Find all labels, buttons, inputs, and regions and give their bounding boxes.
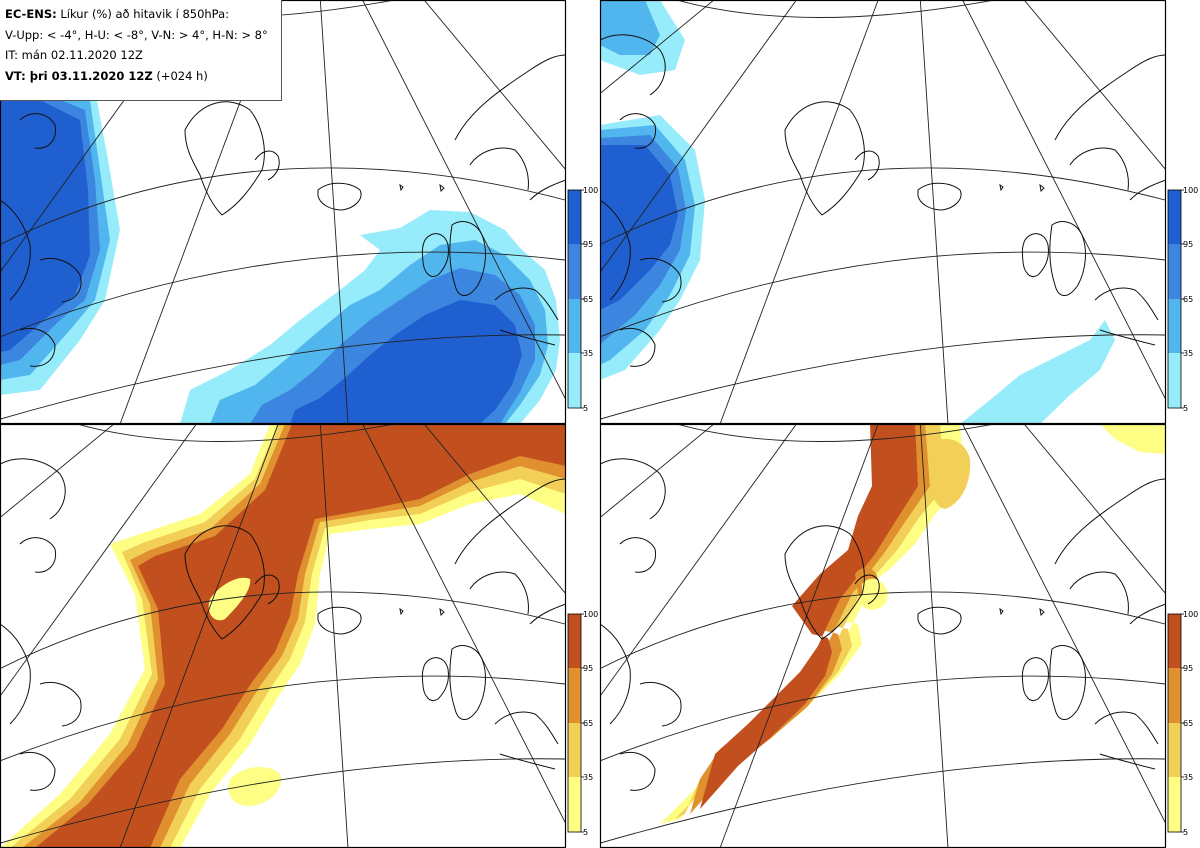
warm-area-core — [35, 424, 566, 848]
valid-time-label: VT: þri 03.11.2020 12Z — [5, 68, 153, 83]
colorbar-warm-right: 100 95 65 35 5 — [1167, 610, 1198, 837]
panel-h-n — [599, 423, 1167, 848]
colorbar-tick-label: 65 — [583, 719, 593, 728]
colorbar-tick-label: 95 — [1183, 664, 1193, 673]
colorbar-tick-label: 35 — [583, 773, 593, 782]
panel-v-n — [0, 423, 567, 848]
colorbar-segment — [568, 190, 581, 244]
colorbar-tick-label: 35 — [1183, 349, 1193, 358]
title-line-3: IT: mán 02.11.2020 12Z — [5, 48, 143, 62]
colorbar-tick-label: 100 — [583, 186, 598, 195]
title-legend-box: EC-ENS: Líkur (%) að hitavik í 850hPa: V… — [0, 0, 282, 101]
lead-time-text: (+024 h) — [152, 68, 208, 83]
colorbar-segment — [1168, 353, 1181, 408]
colorbar-tick-label: 65 — [1183, 719, 1193, 728]
colorbar-tick-label: 5 — [1183, 828, 1188, 837]
colorbar-tick-label: 5 — [583, 828, 588, 837]
colorbar-segment — [568, 668, 581, 723]
colorbar-segment — [568, 614, 581, 668]
cold-area-south-lightest — [960, 320, 1115, 424]
colorbar-warm: 100 95 65 35 5 — [567, 610, 598, 837]
colorbar-tick-label: 95 — [583, 664, 593, 673]
title-text: Líkur (%) að hitavik í 850hPa: — [56, 7, 230, 21]
colorbar-cold-right: 100 95 65 35 5 — [1167, 186, 1198, 413]
colorbar-segment — [1168, 190, 1181, 244]
colorbar-segment — [1168, 777, 1181, 832]
colorbar-segment — [568, 299, 581, 353]
panel-v-upp — [0, 0, 567, 425]
colorbar-tick-label: 95 — [583, 240, 593, 249]
colorbar-segment — [568, 777, 581, 832]
title-line-4: VT: þri 03.11.2020 12Z (+024 h) — [5, 66, 281, 87]
panel-h-u — [599, 0, 1167, 425]
colorbar-segment — [568, 244, 581, 299]
warm-area-core — [700, 424, 918, 809]
colorbar-tick-label: 100 — [1183, 610, 1198, 619]
warm-area-south-blob — [228, 767, 281, 806]
colorbar-tick-label: 35 — [1183, 773, 1193, 782]
cold-area-north-light — [600, 0, 660, 55]
colorbar-tick-label: 100 — [583, 610, 598, 619]
colorbar-tick-label: 95 — [1183, 240, 1193, 249]
colorbar-cold: 100 95 65 35 5 — [567, 186, 598, 413]
warm-area-ne — [1100, 424, 1166, 454]
colorbar-segment — [1168, 244, 1181, 299]
title-line-2: V-Upp: < -4°, H-U: < -8°, V-N: > 4°, H-N… — [5, 27, 268, 42]
warm-area-island-blob — [862, 578, 888, 610]
colorbar-segment — [1168, 668, 1181, 723]
colorbar-tick-label: 5 — [1183, 404, 1188, 413]
model-label: EC-ENS: — [5, 7, 57, 21]
cold-area-east-core — [290, 300, 522, 424]
colorbar-tick-label: 65 — [583, 295, 593, 304]
colorbar-segment — [1168, 299, 1181, 353]
title-line-1: EC-ENS: Líkur (%) að hitavik í 850hPa: — [5, 4, 281, 25]
cold-area-west-core — [600, 145, 678, 310]
colorbar-segment — [568, 353, 581, 408]
colorbar-tick-label: 100 — [1183, 186, 1198, 195]
warm-area-east-blob — [928, 439, 971, 509]
colorbar-segment — [568, 723, 581, 777]
cold-gap-greenland — [208, 577, 251, 621]
colorbar-tick-label: 65 — [1183, 295, 1193, 304]
colorbar-segment — [1168, 614, 1181, 668]
colorbar-tick-label: 5 — [583, 404, 588, 413]
colorbar-tick-label: 35 — [583, 349, 593, 358]
colorbar-segment — [1168, 723, 1181, 777]
